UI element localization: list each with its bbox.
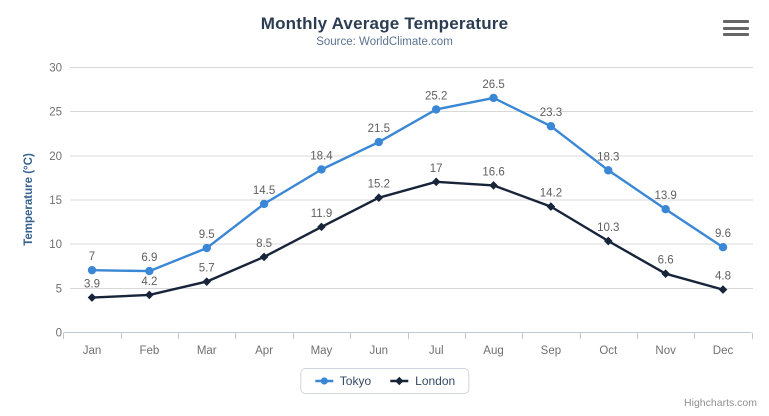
data-point-london-oct[interactable] xyxy=(603,236,613,246)
x-axis-tick-label: Jan xyxy=(83,345,102,357)
data-label: 5.7 xyxy=(199,263,215,275)
data-label: 3.9 xyxy=(84,279,100,291)
data-label: 13.9 xyxy=(654,190,676,202)
y-axis-title: Temperature (°C) xyxy=(23,153,35,246)
x-axis-tick-label: Apr xyxy=(255,345,273,357)
data-point-london-jun[interactable] xyxy=(374,193,384,203)
menu-bar-2 xyxy=(723,26,749,30)
x-axis-tick-label: Nov xyxy=(655,345,676,357)
data-label: 15.2 xyxy=(368,179,390,191)
data-point-tokyo-nov[interactable] xyxy=(661,205,670,214)
data-label: 21.5 xyxy=(368,123,390,135)
data-point-tokyo-mar[interactable] xyxy=(202,243,211,253)
data-label: 9.5 xyxy=(199,229,215,241)
data-point-london-aug[interactable] xyxy=(489,181,498,190)
y-axis-tick-label: 30 xyxy=(49,63,62,75)
data-label: 16.6 xyxy=(482,166,504,178)
chart-subtitle: Source: WorldClimate.com xyxy=(316,36,453,48)
data-point-london-may[interactable] xyxy=(317,222,326,232)
data-point-london-jul[interactable] xyxy=(431,177,441,187)
data-point-tokyo-oct[interactable] xyxy=(604,166,613,175)
x-axis-tick-label: Mar xyxy=(197,345,217,357)
data-point-tokyo-apr[interactable] xyxy=(259,199,269,209)
data-label: 17 xyxy=(430,163,443,175)
y-axis-tick-label: 25 xyxy=(49,107,62,119)
data-point-tokyo-aug[interactable] xyxy=(489,93,498,103)
x-axis-tick-label: Aug xyxy=(483,345,503,357)
data-point-tokyo-jul[interactable] xyxy=(431,105,441,114)
legend-item-london[interactable]: London xyxy=(389,374,455,388)
y-axis-tick-label: 0 xyxy=(56,328,62,340)
data-label: 14.2 xyxy=(540,188,562,200)
legend-marker-tokyo xyxy=(314,377,333,385)
series-line-tokyo[interactable] xyxy=(90,96,725,273)
data-label: 7 xyxy=(89,251,95,263)
x-axis-tick-label: Sep xyxy=(541,345,561,357)
x-axis-tick-label: Jul xyxy=(429,345,444,357)
data-label: 18.4 xyxy=(310,150,333,162)
data-point-tokyo-jun[interactable] xyxy=(374,137,384,147)
data-point-tokyo-dec[interactable] xyxy=(718,243,728,252)
data-point-london-sep[interactable] xyxy=(546,202,556,211)
data-label: 10.3 xyxy=(597,222,619,234)
data-label: 14.5 xyxy=(253,185,275,197)
data-label: 6.6 xyxy=(658,255,674,267)
data-point-tokyo-jan[interactable] xyxy=(87,265,97,275)
menu-bar-3 xyxy=(723,33,749,36)
data-label: 11.9 xyxy=(311,208,333,220)
data-point-london-dec[interactable] xyxy=(718,285,728,294)
legend-item-tokyo[interactable]: Tokyo xyxy=(314,374,371,388)
x-axis-tick-label: Dec xyxy=(713,345,734,357)
data-label: 26.5 xyxy=(482,79,504,91)
data-point-london-mar[interactable] xyxy=(202,277,212,286)
menu-bar-1 xyxy=(723,20,749,23)
credits-link[interactable]: Highcharts.com xyxy=(684,397,757,409)
data-label: 18.3 xyxy=(597,151,619,163)
legend-label-tokyo: Tokyo xyxy=(339,374,372,388)
data-label: 4.8 xyxy=(715,271,731,283)
legend-label-london: London xyxy=(415,374,456,388)
x-axis-tick-label: Feb xyxy=(139,345,159,357)
y-axis-tick-label: 20 xyxy=(49,151,62,163)
data-label: 9.6 xyxy=(715,228,731,240)
data-point-tokyo-sep[interactable] xyxy=(546,121,556,131)
data-label: 6.9 xyxy=(141,252,157,264)
x-axis-tick-label: Jun xyxy=(370,345,389,357)
data-point-tokyo-may[interactable] xyxy=(317,165,326,174)
legend-marker-london xyxy=(390,376,409,386)
hamburger-menu-icon[interactable] xyxy=(723,17,749,39)
x-axis-tick-label: Oct xyxy=(599,345,618,357)
series-line-london[interactable] xyxy=(90,180,725,299)
x-axis-tick-label: May xyxy=(311,345,333,357)
y-axis-tick-label: 5 xyxy=(56,283,62,295)
data-point-london-nov[interactable] xyxy=(661,269,670,278)
data-point-london-jan[interactable] xyxy=(87,293,97,302)
data-label: 25.2 xyxy=(425,90,447,102)
data-label: 8.5 xyxy=(256,238,272,250)
chart-title: Monthly Average Temperature xyxy=(260,14,509,33)
data-point-london-feb[interactable] xyxy=(145,290,154,300)
data-label: 4.2 xyxy=(141,276,157,288)
data-point-london-apr[interactable] xyxy=(259,252,269,262)
y-axis-tick-label: 10 xyxy=(49,239,62,251)
y-axis-tick-label: 15 xyxy=(49,195,62,207)
data-point-tokyo-feb[interactable] xyxy=(145,266,154,276)
chart-legend: Tokyo London xyxy=(299,368,470,394)
data-label: 23.3 xyxy=(540,107,562,119)
